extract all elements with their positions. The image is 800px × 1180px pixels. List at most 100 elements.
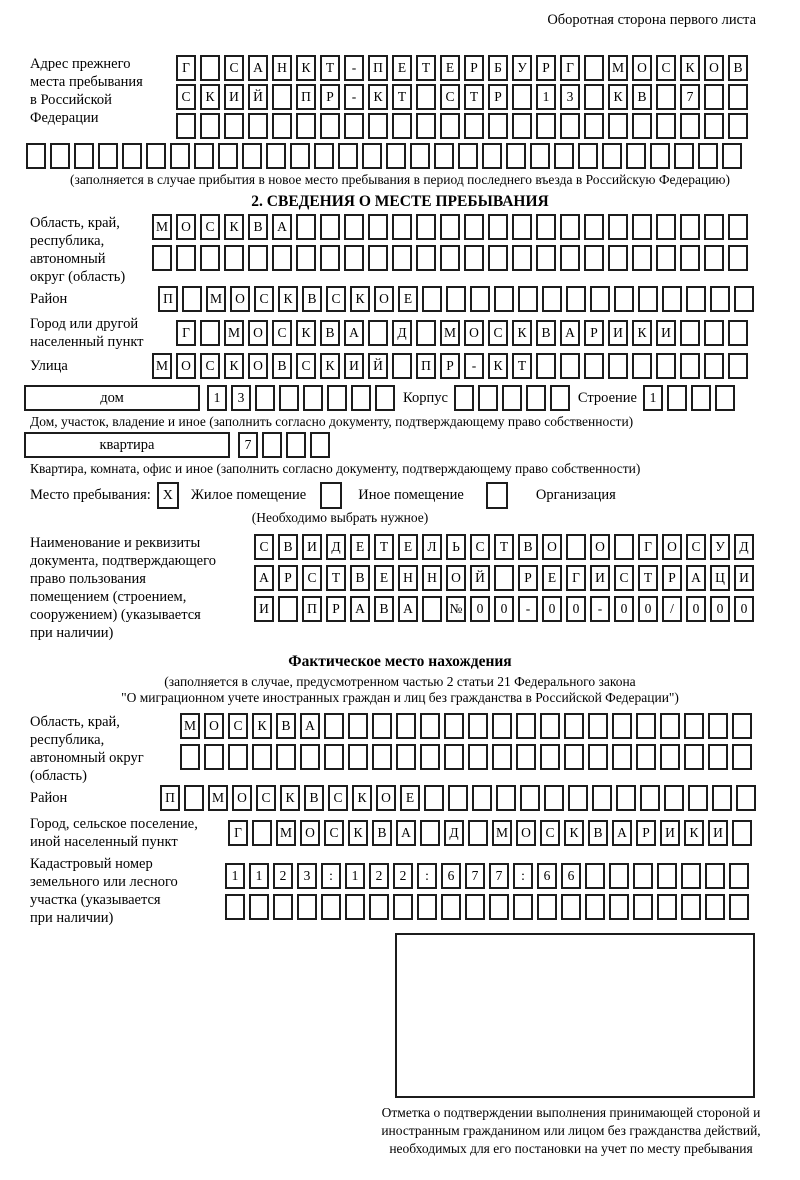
char-cell[interactable]: О xyxy=(248,353,268,379)
char-cell[interactable] xyxy=(324,713,344,739)
char-cell[interactable] xyxy=(657,893,677,920)
char-cell[interactable] xyxy=(512,245,532,271)
char-cell[interactable] xyxy=(632,214,652,240)
char-cell[interactable] xyxy=(560,214,580,240)
char-cell[interactable] xyxy=(472,785,492,811)
char-cell[interactable]: С xyxy=(470,534,490,560)
char-cell[interactable]: С xyxy=(200,214,220,240)
char-cell[interactable]: И xyxy=(734,565,754,591)
char-cell[interactable]: Р xyxy=(518,565,538,591)
char-cell[interactable] xyxy=(296,113,316,139)
char-cell[interactable]: В xyxy=(302,286,322,312)
char-cell[interactable]: Р xyxy=(662,565,682,591)
char-cell[interactable]: 0 xyxy=(470,596,490,622)
char-cell[interactable]: К xyxy=(512,320,532,346)
char-cell[interactable]: С xyxy=(272,320,292,346)
char-cell[interactable] xyxy=(690,385,711,411)
char-cell[interactable]: П xyxy=(416,353,436,379)
char-cell[interactable]: С xyxy=(176,84,196,110)
char-cell[interactable] xyxy=(536,214,556,240)
char-cell[interactable]: К xyxy=(280,785,300,811)
char-cell[interactable]: К xyxy=(564,820,584,846)
char-cell[interactable] xyxy=(512,113,532,139)
char-cell[interactable]: 2 xyxy=(369,862,389,889)
char-cell[interactable]: К xyxy=(296,320,316,346)
char-cell[interactable]: 1 xyxy=(207,385,227,411)
char-cell[interactable] xyxy=(180,744,200,770)
char-cell[interactable] xyxy=(351,385,371,411)
zhiloe-pomeshchenie-checkbox[interactable]: X xyxy=(156,482,179,509)
char-cell[interactable]: 7 xyxy=(465,862,485,889)
char-cell[interactable] xyxy=(633,893,653,920)
char-cell[interactable]: К xyxy=(680,55,700,81)
char-cell[interactable] xyxy=(344,113,364,139)
char-cell[interactable] xyxy=(584,113,604,139)
char-cell[interactable] xyxy=(656,245,676,271)
char-cell[interactable]: Д xyxy=(392,320,412,346)
char-cell[interactable]: А xyxy=(398,596,418,622)
char-cell[interactable] xyxy=(680,245,700,271)
char-cell[interactable] xyxy=(448,785,468,811)
char-cell[interactable] xyxy=(729,893,749,920)
char-cell[interactable] xyxy=(420,820,440,846)
char-cell[interactable]: Г xyxy=(566,565,586,591)
char-cell[interactable]: В xyxy=(278,534,298,560)
char-cell[interactable] xyxy=(444,744,464,770)
char-cell[interactable]: 1 xyxy=(642,385,663,411)
char-cell[interactable]: 0 xyxy=(614,596,634,622)
char-cell[interactable] xyxy=(464,113,484,139)
char-cell[interactable] xyxy=(705,862,725,889)
char-cell[interactable] xyxy=(444,713,464,739)
char-cell[interactable]: И xyxy=(254,596,274,622)
char-cell[interactable] xyxy=(303,385,323,411)
char-cell[interactable] xyxy=(488,214,508,240)
char-cell[interactable] xyxy=(614,286,634,312)
char-cell[interactable] xyxy=(416,245,436,271)
char-cell[interactable] xyxy=(549,385,570,411)
char-cell[interactable] xyxy=(585,862,605,889)
char-cell[interactable]: С xyxy=(614,565,634,591)
char-cell[interactable] xyxy=(176,113,196,139)
char-cell[interactable]: Е xyxy=(398,286,418,312)
char-cell[interactable]: А xyxy=(344,320,364,346)
char-cell[interactable] xyxy=(224,245,244,271)
char-cell[interactable]: К xyxy=(296,55,316,81)
char-cell[interactable]: - xyxy=(344,84,364,110)
char-cell[interactable] xyxy=(392,245,412,271)
char-cell[interactable]: М xyxy=(224,320,244,346)
char-cell[interactable]: 0 xyxy=(542,596,562,622)
char-cell[interactable]: О xyxy=(662,534,682,560)
char-cell[interactable]: О xyxy=(590,534,610,560)
char-cell[interactable] xyxy=(609,862,629,889)
char-cell[interactable] xyxy=(506,143,526,169)
char-cell[interactable]: К xyxy=(224,214,244,240)
char-cell[interactable]: 6 xyxy=(441,862,461,889)
char-cell[interactable] xyxy=(518,286,538,312)
char-cell[interactable] xyxy=(608,245,628,271)
char-cell[interactable] xyxy=(327,385,347,411)
char-cell[interactable] xyxy=(614,534,634,560)
char-cell[interactable]: А xyxy=(686,565,706,591)
char-cell[interactable]: В xyxy=(728,55,748,81)
char-cell[interactable] xyxy=(684,744,704,770)
char-cell[interactable]: 0 xyxy=(710,596,730,622)
char-cell[interactable] xyxy=(464,214,484,240)
char-cell[interactable] xyxy=(204,744,224,770)
char-cell[interactable] xyxy=(536,113,556,139)
char-cell[interactable] xyxy=(338,143,358,169)
char-cell[interactable]: У xyxy=(710,534,730,560)
char-cell[interactable] xyxy=(26,143,46,169)
char-cell[interactable] xyxy=(540,744,560,770)
dom-box[interactable]: дом xyxy=(24,385,200,411)
char-cell[interactable]: Т xyxy=(374,534,394,560)
char-cell[interactable] xyxy=(242,143,262,169)
char-cell[interactable] xyxy=(345,893,365,920)
char-cell[interactable] xyxy=(272,84,292,110)
char-cell[interactable] xyxy=(488,113,508,139)
char-cell[interactable]: О xyxy=(376,785,396,811)
char-cell[interactable]: Т xyxy=(320,55,340,81)
char-cell[interactable] xyxy=(592,785,612,811)
char-cell[interactable]: А xyxy=(350,596,370,622)
char-cell[interactable] xyxy=(218,143,238,169)
char-cell[interactable] xyxy=(578,143,598,169)
